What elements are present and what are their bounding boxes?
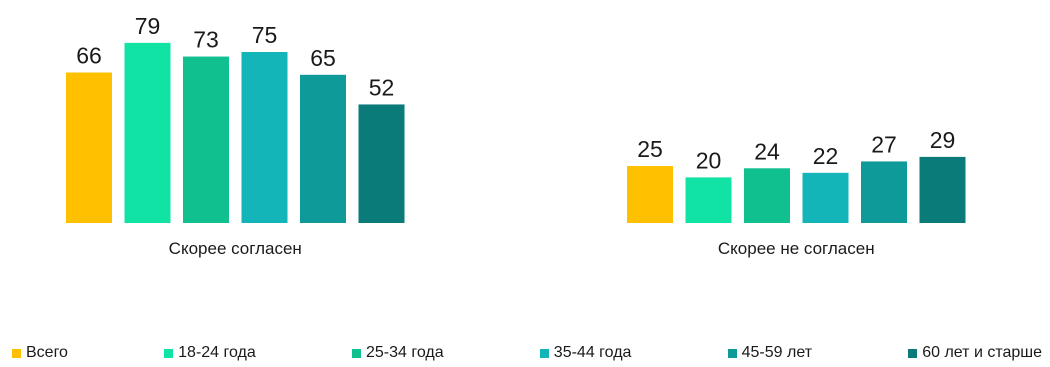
value-labels-layer: 66 79 73 75 65 52 25 20 24 22 27 29 bbox=[76, 13, 955, 174]
legend-label-2: 18-24 года bbox=[178, 344, 256, 361]
category-labels-layer: Скорее согласен Скорее не согласен bbox=[169, 239, 875, 258]
legend-label-6: 60 лет и старше bbox=[922, 344, 1042, 361]
legend-label-5: 45-59 лет bbox=[741, 344, 813, 361]
legend-label-3: 25-34 года bbox=[365, 344, 444, 361]
value-label-1-6: 52 bbox=[369, 74, 395, 100]
legend-swatch-5 bbox=[727, 348, 737, 358]
value-label-1-5: 65 bbox=[310, 45, 336, 71]
bar-chart: 66 79 73 75 65 52 25 20 24 22 27 29 Скорее согласен… bbox=[66, 13, 966, 258]
legend-swatch-2 bbox=[164, 348, 174, 358]
legend: Всего 18-24 года 25-34 года 35-44 года 45-59… bbox=[12, 344, 1042, 362]
bar-2-3 bbox=[744, 168, 790, 223]
bar-2-6 bbox=[919, 156, 966, 223]
category-label-2: Скорее не согласен bbox=[718, 239, 875, 258]
bar-1-1 bbox=[66, 72, 112, 224]
value-label-2-5: 27 bbox=[871, 131, 897, 157]
value-label-1-2: 79 bbox=[135, 13, 161, 39]
bar-1-5 bbox=[300, 74, 346, 223]
bar-2-4 bbox=[802, 172, 849, 223]
value-label-2-6: 29 bbox=[930, 127, 956, 153]
value-label-2-2: 20 bbox=[696, 147, 722, 173]
bars-layer bbox=[66, 42, 966, 224]
bar-1-6 bbox=[358, 104, 405, 223]
legend-swatch-1 bbox=[12, 348, 21, 358]
bar-2-5 bbox=[861, 161, 907, 223]
value-label-2-3: 24 bbox=[754, 138, 780, 164]
legend-item-3: 25-34 года bbox=[351, 344, 444, 362]
legend-swatch-3 bbox=[351, 348, 361, 358]
legend-swatch-6 bbox=[908, 348, 918, 358]
legend-item-2: 18-24 года bbox=[164, 344, 256, 362]
value-label-1-3: 73 bbox=[193, 27, 219, 53]
legend-item-6: 60 лет и старше bbox=[908, 344, 1042, 362]
legend-item-4: 35-44 года bbox=[539, 344, 632, 362]
value-label-1-1: 66 bbox=[76, 43, 102, 69]
value-label-2-4: 22 bbox=[813, 143, 839, 169]
bar-1-4 bbox=[241, 52, 288, 223]
legend-label-1: Всего bbox=[26, 344, 68, 361]
bar-2-2 bbox=[685, 177, 732, 223]
value-label-1-4: 75 bbox=[252, 22, 278, 48]
bar-2-1 bbox=[627, 166, 673, 223]
value-label-2-1: 25 bbox=[637, 136, 663, 162]
bar-1-2 bbox=[124, 42, 171, 223]
legend-item-1: Всего bbox=[12, 344, 68, 362]
legend-label-4: 35-44 года bbox=[553, 344, 632, 361]
legend-item-5: 45-59 лет bbox=[727, 344, 813, 362]
bar-1-3 bbox=[183, 56, 229, 224]
category-label-1: Скорее согласен bbox=[169, 239, 302, 258]
legend-swatch-4 bbox=[539, 348, 549, 358]
